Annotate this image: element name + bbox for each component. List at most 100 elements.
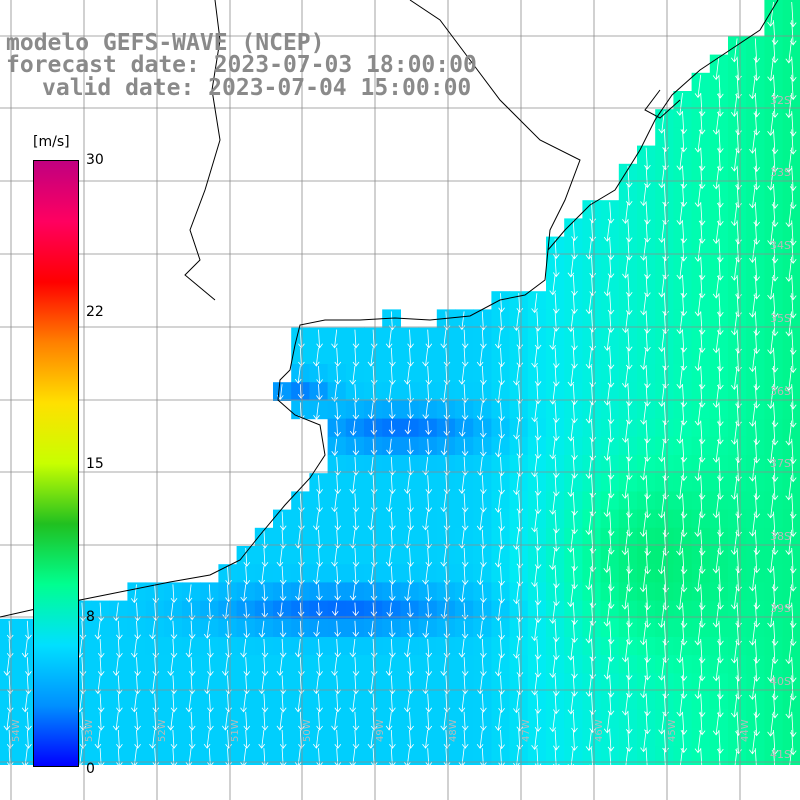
wind-cell [546, 436, 565, 456]
wind-cell [746, 728, 765, 747]
wind-arrow [553, 566, 560, 589]
wind-arrow [622, 748, 629, 770]
wind-arrow [298, 711, 305, 731]
wind-arrow [644, 438, 651, 462]
wind-arrow [698, 584, 706, 611]
wind-arrow [315, 602, 323, 617]
wind-arrow [552, 402, 560, 423]
wind-cell [709, 218, 729, 238]
wind-arrow [243, 547, 251, 567]
wind-arrow [625, 493, 633, 518]
wind-arrow [298, 675, 305, 695]
wind-arrow [749, 620, 756, 646]
wind-arrow [749, 183, 756, 209]
wind-cell [764, 436, 784, 456]
wind-arrow [534, 311, 542, 332]
wind-arrow [622, 256, 629, 279]
wind-arrow [516, 620, 524, 641]
wind-arrow [480, 657, 487, 677]
wind-cell [782, 218, 800, 238]
wind-cell [309, 509, 329, 529]
wind-arrow [589, 475, 597, 498]
wind-arrow [480, 638, 487, 658]
wind-cell [382, 546, 401, 565]
wind-arrow [425, 693, 433, 713]
wind-arrow [662, 693, 669, 717]
wind-arrow [25, 620, 32, 640]
wind-arrow [21, 693, 29, 713]
wind-arrow [352, 347, 360, 367]
wind-arrow [3, 711, 11, 731]
wind-arrow [6, 729, 14, 749]
wind-arrow [516, 493, 524, 514]
wind-arrow [334, 693, 342, 713]
wind-cell [709, 655, 729, 674]
wind-cell [782, 327, 800, 347]
wind-arrow [79, 729, 87, 749]
wind-arrow [662, 365, 669, 389]
wind-arrow [480, 475, 487, 495]
wind-arrow [116, 729, 123, 749]
wind-arrow [298, 657, 305, 677]
wind-arrow [712, 384, 720, 408]
wind-cell [782, 163, 800, 183]
wind-cell [345, 418, 365, 438]
wind-cell [782, 509, 800, 529]
wind-arrow [367, 347, 375, 367]
wind-cell [455, 746, 474, 765]
wind-cell [691, 728, 711, 747]
wind-arrow [404, 420, 412, 435]
wind-arrow [149, 729, 156, 749]
wind-arrow [680, 238, 688, 262]
wind-arrow [352, 657, 360, 677]
wind-arrow [225, 729, 232, 749]
wind-arrow [694, 566, 702, 592]
wind-arrow [571, 493, 578, 516]
wind-cell [746, 236, 765, 256]
wind-arrow [789, 56, 797, 82]
wind-cell [673, 91, 693, 110]
valid-date: valid date: 2023-07-04 15:00:00 [42, 75, 472, 101]
wind-cell [764, 382, 784, 401]
wind-arrow [443, 475, 451, 495]
wind-arrow [621, 693, 629, 716]
wind-cell [127, 637, 147, 656]
wind-arrow [222, 602, 229, 620]
wind-arrow [152, 657, 160, 677]
wind-arrow [313, 566, 320, 585]
wind-arrow [640, 183, 647, 207]
wind-arrow [370, 475, 378, 495]
wind-arrow [403, 365, 411, 385]
wind-arrow [130, 693, 138, 713]
wind-arrow [549, 547, 556, 570]
wind-cell [728, 200, 747, 219]
wind-arrow [730, 475, 738, 500]
wind-arrow [662, 256, 669, 280]
wind-arrow [443, 347, 451, 367]
wind-arrow [585, 347, 593, 369]
wind-cell [764, 54, 784, 74]
wind-arrow [712, 111, 720, 135]
wind-arrow [676, 529, 683, 556]
wind-arrow [385, 711, 393, 731]
wind-arrow [603, 493, 611, 518]
wind-arrow [676, 256, 684, 280]
wind-arrow [243, 566, 251, 585]
wind-cell [127, 746, 147, 765]
wind-cell [782, 72, 800, 92]
wind-cell [109, 709, 128, 729]
wind-arrow [425, 475, 433, 495]
wind-arrow [480, 711, 487, 731]
wind-arrow [785, 365, 793, 392]
wind-arrow [694, 620, 702, 646]
wind-arrow [425, 365, 433, 385]
wind-arrow [316, 693, 323, 713]
lat-label: 34S [770, 239, 791, 252]
wind-arrow [640, 347, 647, 370]
wind-arrow [94, 620, 102, 640]
wind-cell [218, 709, 238, 729]
wind-arrow [607, 202, 615, 224]
wind-arrow [571, 456, 578, 479]
wind-cell [436, 709, 456, 729]
